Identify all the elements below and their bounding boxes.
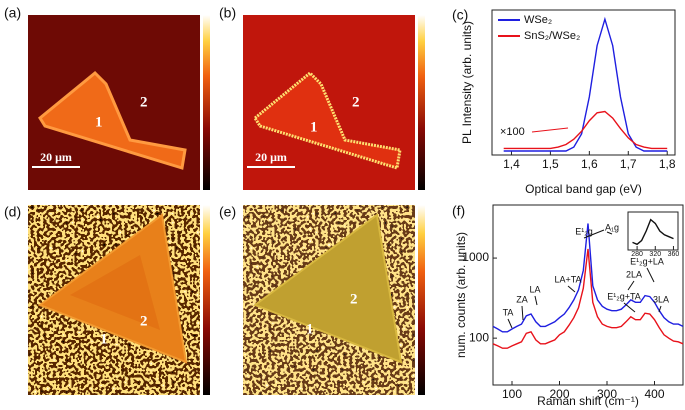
x-tick-label: 1,6	[581, 157, 598, 171]
annotation-arrow	[567, 285, 576, 293]
x-axis-label: Optical band gap (eV)	[525, 182, 642, 196]
annotation: A₁g	[605, 222, 619, 232]
region-label: 1	[306, 321, 314, 337]
annotation-arrow	[627, 280, 635, 291]
plot-frame	[491, 9, 676, 156]
region-label: 2	[140, 313, 148, 329]
annotation: E¹₂g	[575, 226, 593, 236]
series-line	[503, 16, 668, 152]
x-tick-label: 400	[644, 387, 664, 401]
x-tick-label: 200	[549, 387, 569, 401]
series-line	[492, 248, 684, 349]
x-tick-label: 320	[649, 251, 661, 258]
annotation-arrow	[606, 231, 613, 235]
y-tick-label: 100	[469, 330, 489, 344]
series-line	[503, 110, 668, 150]
annotation-arrow	[507, 318, 513, 329]
y-axis-label: num. counts (arb. units)	[454, 232, 468, 358]
colorbar	[203, 205, 210, 395]
scale-bar-label: 20 μm	[40, 150, 72, 164]
annotation: ZA	[516, 294, 528, 304]
region-label: 2	[140, 94, 148, 110]
map-b: (b) 1 2 20 μm	[219, 5, 425, 190]
colorbar	[418, 15, 425, 190]
annotation-arrow	[534, 295, 538, 306]
annotation: LA	[529, 284, 540, 294]
annotation: ×100	[500, 126, 525, 138]
panel-label: (b)	[219, 5, 236, 21]
flake-inner	[70, 255, 160, 330]
annotation: 3LA	[653, 294, 669, 304]
flake	[252, 213, 403, 364]
region-label: 1	[310, 119, 318, 135]
region-label: 2	[350, 291, 358, 307]
x-tick-label: 1,5	[542, 157, 559, 171]
annotation: TA	[503, 307, 514, 317]
region-label: 2	[352, 94, 360, 110]
x-tick-label: 280	[631, 251, 643, 258]
map-e: (e) 1 2	[219, 204, 425, 395]
flake	[253, 70, 402, 170]
y-tick-label: 1000	[462, 250, 489, 264]
annotation-arrow	[623, 302, 636, 313]
annotation-arrow	[531, 127, 569, 133]
series-line	[632, 218, 674, 246]
annotation: 2LA	[626, 269, 642, 279]
x-tick-label: 1,7	[620, 157, 637, 171]
x-tick-label: 1,4	[503, 157, 520, 171]
annotation: E¹₂g+LA	[630, 256, 664, 266]
annotation-arrow	[521, 305, 524, 321]
series-line	[492, 223, 684, 333]
region-label: 1	[100, 331, 108, 347]
annotation-arrow	[658, 305, 662, 313]
x-tick-label: 100	[502, 387, 522, 401]
annotation-arrow	[646, 267, 655, 283]
legend-label: WSe₂	[524, 14, 552, 26]
flake	[38, 70, 187, 170]
annotation-arrow	[583, 229, 605, 239]
panel-label: (a)	[4, 5, 21, 21]
panel-label: (f)	[452, 203, 465, 219]
panel-label: (c)	[452, 7, 468, 23]
x-axis-label: Raman shift (cm⁻¹)	[537, 394, 639, 408]
x-tick-label: 360	[668, 251, 680, 258]
x-tick-label: 300	[597, 387, 617, 401]
legend-label: SnS₂/WSe₂	[524, 30, 580, 42]
region-label: 1	[95, 114, 103, 130]
colorbar	[418, 205, 425, 395]
colorbar	[203, 15, 210, 190]
annotation: LA+TA	[554, 274, 581, 284]
panel-label: (d)	[4, 204, 21, 220]
panel-label: (e)	[219, 204, 236, 220]
x-tick-label: 1,8	[659, 157, 676, 171]
y-axis-label: PL Intensity (arb. units)	[460, 21, 474, 144]
annotation: E¹₂g+TA	[607, 291, 641, 301]
scale-bar-label: 20 μm	[255, 150, 287, 164]
map-a: (a) 1 2 20 μm	[4, 5, 210, 190]
map-d: (d) 1 2	[4, 204, 210, 395]
